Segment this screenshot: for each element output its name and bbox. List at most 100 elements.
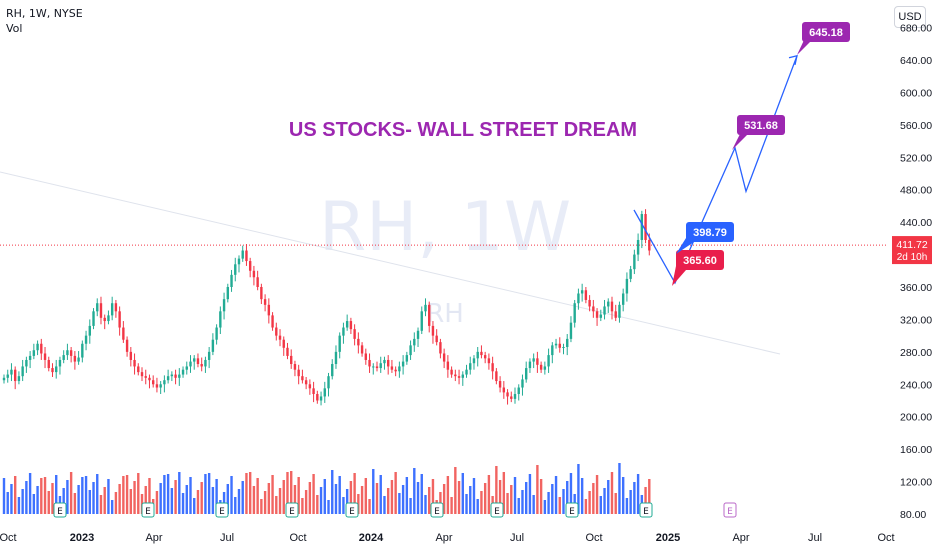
candle-body — [607, 301, 610, 307]
volume-bar — [211, 487, 215, 514]
callout-531-box — [737, 115, 785, 135]
callout-pointer — [676, 238, 694, 254]
earnings-letter: E — [643, 507, 649, 517]
volume-bar — [122, 476, 125, 514]
earnings-letter: E — [145, 507, 151, 517]
volume-bar — [342, 497, 345, 514]
candle-body — [267, 304, 271, 316]
earnings-marker — [639, 502, 653, 518]
volume-bar — [163, 475, 166, 514]
volume-bar — [648, 479, 651, 514]
volume-bar — [472, 478, 476, 514]
candle-body — [372, 366, 375, 368]
candle-body — [196, 358, 200, 365]
candle-body — [480, 351, 483, 356]
y-tick-label: 80.00 — [900, 509, 926, 521]
candle-body — [133, 359, 136, 367]
candle-body — [349, 321, 353, 330]
volume-bar — [532, 495, 535, 514]
volume-bar — [155, 491, 159, 514]
volume-bar — [599, 496, 602, 514]
volume-bar — [625, 498, 629, 514]
volume-bar — [137, 473, 140, 514]
candle-body — [573, 303, 576, 323]
volume-bar — [304, 490, 308, 514]
candle-body — [207, 351, 211, 360]
candle-body — [566, 338, 569, 347]
volume-bar — [118, 484, 121, 514]
volume-bar — [517, 498, 520, 514]
volume-bar — [375, 483, 379, 514]
candle-body — [640, 214, 644, 240]
volume-bar — [360, 486, 364, 514]
candle-body — [6, 374, 9, 378]
upcoming-earnings-letter: E — [727, 507, 733, 517]
candle-body — [304, 380, 308, 385]
volume-bar — [390, 480, 394, 514]
candle-body — [543, 366, 547, 370]
volume-bar — [196, 490, 200, 514]
volume-bar — [290, 471, 293, 514]
candle-body — [114, 303, 118, 312]
candle-body — [383, 359, 386, 364]
y-tick-label: 480.00 — [900, 185, 932, 197]
volume-bar — [234, 497, 237, 514]
volume-bar — [633, 482, 636, 514]
y-tick-label: 640.00 — [900, 55, 932, 67]
volume-bar — [580, 478, 584, 514]
candle-body — [62, 355, 65, 360]
candle-body — [137, 366, 140, 373]
candle-body — [457, 376, 461, 378]
candle-body — [88, 325, 91, 336]
volume-bar — [312, 474, 315, 514]
candle-body — [286, 347, 289, 356]
candle-body — [633, 254, 636, 270]
volume-bar — [96, 474, 99, 514]
candle-body — [342, 327, 345, 336]
volume-bar — [551, 484, 554, 514]
candle-body — [312, 388, 315, 395]
candle-body — [454, 374, 457, 377]
candle-body — [92, 311, 95, 326]
candle-body — [43, 353, 47, 360]
candle-body — [338, 335, 341, 352]
volume-bar — [260, 499, 263, 514]
candle-body — [405, 355, 409, 362]
volume-bar — [461, 473, 464, 514]
candle-body — [125, 339, 129, 352]
candle-body — [107, 315, 110, 322]
candle-body — [152, 380, 155, 385]
volume-bar — [73, 493, 77, 514]
candle-body — [327, 376, 330, 389]
y-tick-label: 560.00 — [900, 120, 932, 132]
volume-bar — [129, 489, 133, 514]
volume-bar — [498, 480, 502, 514]
volume-bar — [297, 477, 300, 514]
volume-bar — [428, 487, 431, 514]
volume-bar — [592, 483, 595, 514]
candle-body — [502, 387, 506, 393]
volume-bar — [159, 483, 162, 514]
volume-bar — [595, 475, 599, 514]
volume-bar — [275, 496, 278, 514]
currency-button[interactable]: USD — [894, 6, 926, 28]
volume-bar — [114, 492, 118, 514]
candle-body — [364, 353, 368, 360]
volume-bar — [607, 480, 610, 514]
volume-bar — [103, 487, 106, 514]
candle-body — [118, 311, 121, 328]
volume-bar — [349, 481, 353, 514]
candle-body — [40, 343, 43, 354]
candle-body — [386, 359, 390, 367]
volume-bar — [40, 478, 43, 514]
volume-bar — [431, 479, 435, 514]
candle-body — [648, 239, 651, 251]
candle-body — [222, 299, 226, 312]
volume-bar — [386, 488, 390, 514]
candle-body — [110, 303, 114, 316]
candle-body — [465, 369, 468, 375]
volume-bar — [92, 482, 95, 514]
y-tick-label: 600.00 — [900, 87, 932, 99]
candle-body — [17, 376, 21, 382]
